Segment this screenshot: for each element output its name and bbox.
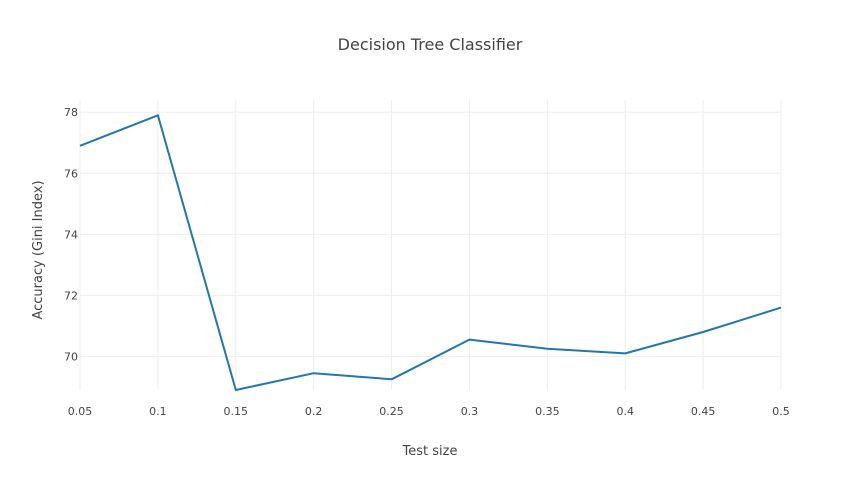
data-point[interactable] [310,369,318,377]
x-tick-label: 0.35 [535,405,560,418]
data-point[interactable] [699,328,707,336]
data-point[interactable] [465,336,473,344]
chart-title: Decision Tree Classifier [338,35,523,54]
x-tick-label: 0.4 [616,405,634,418]
y-tick-label: 70 [64,350,78,363]
x-tick-label: 0.45 [691,405,716,418]
y-tick-label: 74 [64,228,78,241]
data-point[interactable] [154,111,162,119]
x-tick-label: 0.5 [772,405,790,418]
x-tick-label: 0.15 [224,405,249,418]
y-tick-label: 72 [64,289,78,302]
tick-labels: 0.05 0.1 0.15 0.2 0.25 0.3 0.35 0.4 0.45 0.5 70 72 7… [64,106,790,418]
x-tick-label: 0.1 [149,405,167,418]
y-axis-title: Accuracy (Gini Index) [31,180,46,319]
x-tick-label: 0.05 [68,405,93,418]
data-point[interactable] [543,345,551,353]
gridlines [79,100,782,390]
x-tick-label: 0.2 [305,405,323,418]
x-tick-label: 0.3 [461,405,479,418]
data-point[interactable] [232,386,240,394]
data-point[interactable] [777,304,785,312]
x-tick-label: 0.25 [379,405,404,418]
y-tick-label: 76 [64,167,78,180]
data-point[interactable] [388,375,396,383]
y-tick-label: 78 [64,106,78,119]
data-point[interactable] [621,349,629,357]
x-axis-title: Test size [402,444,458,459]
data-point[interactable] [76,142,84,150]
series-layer [76,111,785,394]
series-line [79,114,782,391]
